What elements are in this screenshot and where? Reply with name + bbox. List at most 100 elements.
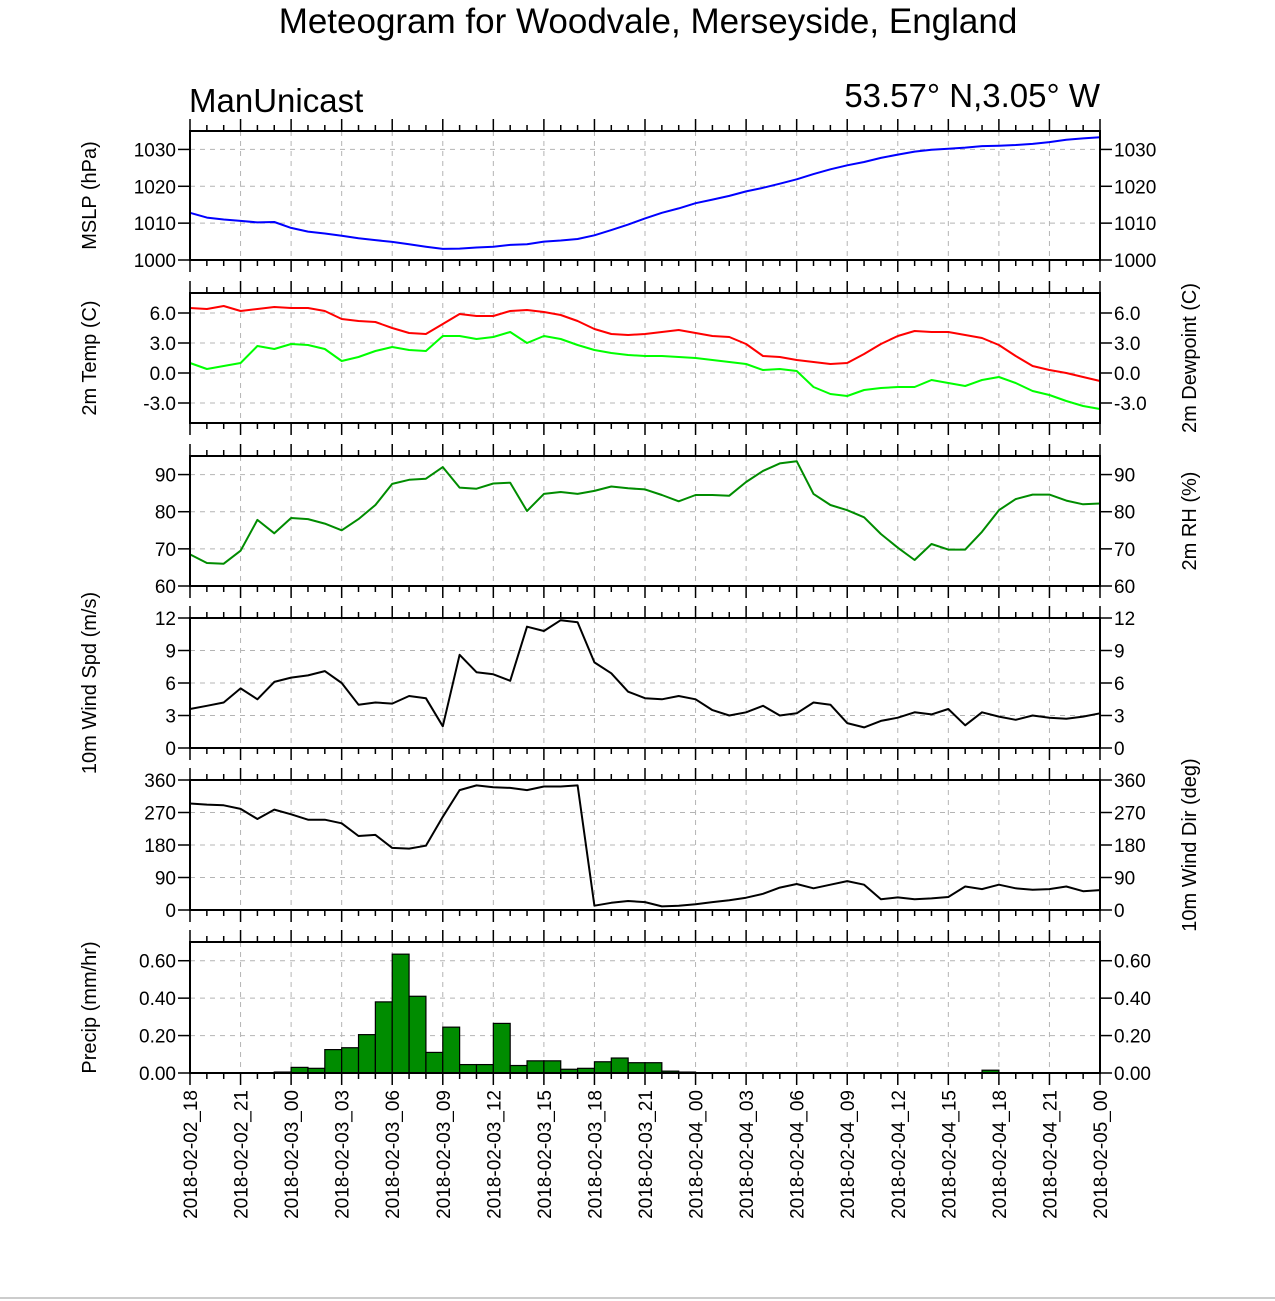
precip-bar: [492, 1022, 511, 1074]
x-tick-label: 2018-02-05_00: [1091, 1090, 1112, 1219]
y-tick-label-right: 180: [1114, 836, 1146, 857]
y-tick-label-left: 3: [165, 707, 176, 728]
y-tick-label-right: 0.20: [1114, 1027, 1151, 1048]
y-tick-label-left: 1010: [134, 214, 176, 235]
y-axis-label-left: 2m Temp (C): [79, 300, 101, 415]
temp-series-line-0: [189, 305, 1101, 382]
y-tick-label-right: 3: [1114, 707, 1125, 728]
y-tick-label-left: 0: [165, 739, 176, 760]
mslp-series-line-0: [189, 136, 1101, 250]
precip-bar: [391, 953, 410, 1074]
precip-bar: [593, 1061, 612, 1074]
y-tick-label-left: 0: [165, 901, 176, 922]
precip-bar: [526, 1060, 545, 1074]
x-tick-label: 2018-02-03_09: [434, 1090, 455, 1219]
precip-bar: [475, 1063, 494, 1074]
y-tick-label-left: 3.0: [150, 334, 176, 355]
y-axis-label-right: 2m RH (%): [1179, 472, 1201, 571]
y-axis-label-left: Precip (mm/hr): [79, 941, 101, 1073]
y-tick-label-right: 270: [1114, 804, 1146, 825]
precip-bar: [357, 1034, 376, 1074]
x-tick-label: 2018-02-04_15: [939, 1090, 960, 1219]
x-tick-label: 2018-02-04_03: [737, 1090, 758, 1219]
precip-bar: [627, 1062, 646, 1074]
y-tick-label-right: 1000: [1114, 251, 1156, 272]
precip-bar: [324, 1049, 343, 1074]
rh-series-line-0: [189, 460, 1101, 565]
y-tick-label-left: 70: [155, 540, 176, 561]
precip-bar: [341, 1047, 360, 1074]
precip-bar: [425, 1051, 444, 1074]
model-label: ManUnicast: [189, 82, 363, 119]
y-tick-label-left: 12: [155, 609, 176, 630]
y-tick-label-right: 360: [1114, 771, 1146, 792]
panel-wdir: 0 0 90 90 180 180 270 270 360 360 10m Wind Dir (de…: [144, 758, 1201, 931]
y-tick-label-right: 1030: [1114, 140, 1156, 161]
y-tick-label-left: 90: [155, 466, 176, 487]
y-tick-label-left: 0.0: [150, 364, 176, 385]
y-axis-label-left: MSLP (hPa): [79, 141, 101, 250]
temp-series-line-1: [189, 331, 1101, 410]
y-tick-label-right: 90: [1114, 466, 1135, 487]
y-tick-label-left: 60: [155, 577, 176, 598]
y-tick-label-left: -3.0: [143, 394, 176, 415]
y-tick-label-left: 1020: [134, 177, 176, 198]
x-tick-label: 2018-02-03_18: [585, 1090, 606, 1219]
x-tick-label: 2018-02-02_18: [181, 1090, 202, 1219]
y-axis-label-right: 10m Wind Dir (deg): [1179, 758, 1201, 931]
y-tick-label-left: 1000: [134, 251, 176, 272]
y-tick-label-right: 70: [1114, 540, 1135, 561]
y-tick-label-left: 9: [165, 642, 176, 663]
x-tick-label: 2018-02-03_12: [484, 1090, 505, 1219]
y-tick-label-right: 0: [1114, 739, 1125, 760]
y-tick-label-left: 0.20: [139, 1027, 176, 1048]
y-tick-label-left: 360: [144, 771, 176, 792]
x-tick-label: 2018-02-02_21: [232, 1090, 253, 1219]
x-tick-label: 2018-02-03_15: [535, 1090, 556, 1219]
y-tick-label-left: 6.0: [150, 304, 176, 325]
x-tick-label: 2018-02-04_21: [1040, 1090, 1061, 1219]
precip-bar: [459, 1063, 478, 1074]
x-axis: 2018-02-02_18 2018-02-02_21 2018-02-03_00 2…: [181, 1090, 1112, 1219]
precip-bar: [442, 1026, 461, 1074]
x-tick-label: 2018-02-03_21: [636, 1090, 657, 1219]
x-tick-label: 2018-02-04_06: [788, 1090, 809, 1219]
y-tick-label-right: 9: [1114, 642, 1125, 663]
x-tick-label: 2018-02-04_18: [990, 1090, 1011, 1219]
y-tick-label-right: 0.0: [1114, 364, 1140, 385]
precip-bar: [408, 995, 427, 1074]
y-tick-label-right: 6: [1114, 674, 1125, 695]
panels-group: 1000 1000 1010 1010 1020 1020 1030 1030 MSLP (hP…: [79, 119, 1201, 1085]
x-tick-label: 2018-02-04_09: [838, 1090, 859, 1219]
y-tick-label-right: 0.40: [1114, 989, 1151, 1010]
y-tick-label-left: 0.40: [139, 989, 176, 1010]
precip-bar: [509, 1064, 528, 1074]
y-tick-label-right: 3.0: [1114, 334, 1140, 355]
y-axis-label-right: 2m Dewpoint (C): [1179, 283, 1201, 433]
y-tick-label-right: 0: [1114, 901, 1125, 922]
y-tick-label-right: 12: [1114, 609, 1135, 630]
panel-wspd: 0 0 3 3 6 6 9 9 12 12 10m Wind Spd (m/s): [79, 592, 1135, 774]
y-tick-label-right: 1020: [1114, 177, 1156, 198]
panel-temp: -3.0 -3.0 0.0 0.0 3.0 3.0 6.0 6.0 2m Temp (C) 2m …: [79, 281, 1201, 435]
x-tick-label: 2018-02-03_00: [282, 1090, 303, 1219]
x-tick-label: 2018-02-03_03: [333, 1090, 354, 1219]
wspd-series-line-0: [189, 619, 1101, 729]
x-tick-label: 2018-02-04_12: [889, 1090, 910, 1219]
panel-rh: 60 60 70 70 80 80 90 90 2m RH (%): [155, 444, 1201, 598]
y-tick-label-left: 1030: [134, 140, 176, 161]
y-tick-label-left: 180: [144, 836, 176, 857]
x-tick-label: 2018-02-04_00: [687, 1090, 708, 1219]
y-tick-label-right: 1010: [1114, 214, 1156, 235]
precip-bar: [610, 1057, 629, 1074]
y-tick-label-left: 80: [155, 503, 176, 524]
coords-label: 53.57° N,3.05° W: [844, 77, 1101, 114]
panel-mslp: 1000 1000 1010 1010 1020 1020 1030 1030 MSLP (hP…: [79, 119, 1156, 272]
y-tick-label-left: 90: [155, 869, 176, 890]
y-tick-label-right: 90: [1114, 869, 1135, 890]
y-tick-label-right: 60: [1114, 577, 1135, 598]
y-tick-label-left: 270: [144, 804, 176, 825]
y-tick-label-right: 0.60: [1114, 952, 1151, 973]
y-tick-label-left: 6: [165, 674, 176, 695]
